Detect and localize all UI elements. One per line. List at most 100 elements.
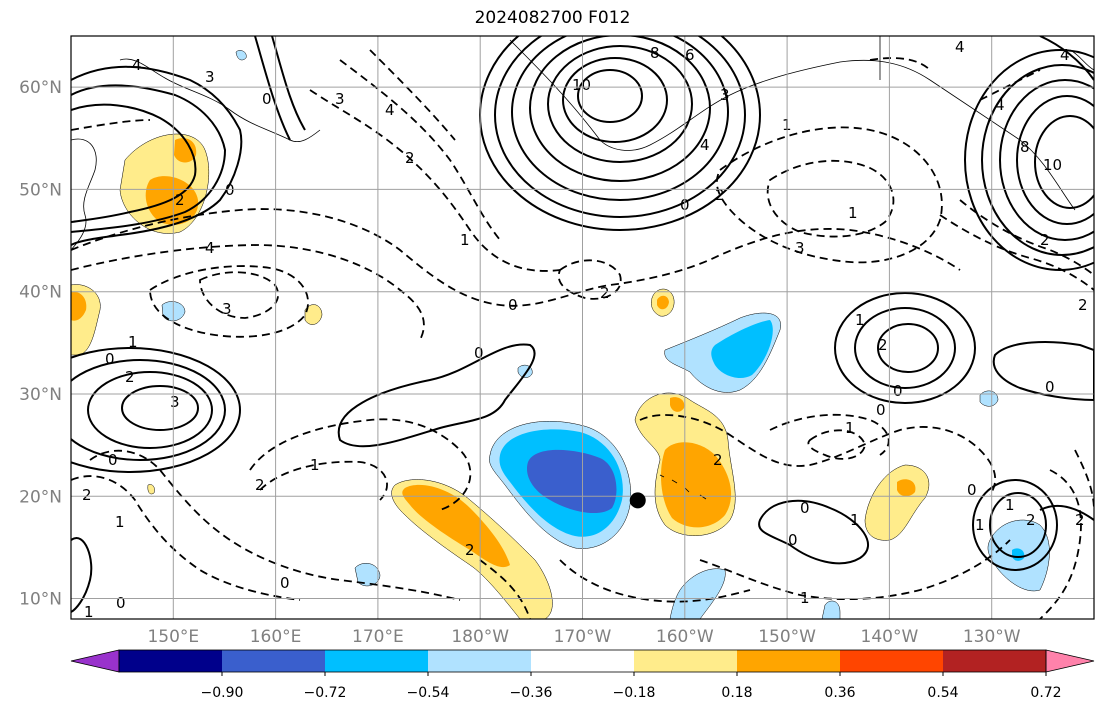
shaded-anomalies <box>71 50 1050 619</box>
colorbar-tick-label: 0.36 <box>824 685 855 701</box>
contour-label: 0 <box>800 499 810 517</box>
colorbar-box <box>222 650 325 672</box>
contour-label: 0 <box>116 594 126 612</box>
contour-label: 3 <box>205 68 215 86</box>
contour-ring <box>972 479 1058 571</box>
contour-label: 1 <box>460 231 470 249</box>
shade-yellow <box>304 304 323 325</box>
contour-negative <box>71 208 961 307</box>
colorbar-box <box>325 650 428 672</box>
contour-negative <box>1039 469 1082 619</box>
contour-label: 2 <box>715 186 725 204</box>
contour-label: 3 <box>335 90 345 108</box>
contour-zero <box>1039 504 1094 521</box>
contour-negative <box>339 59 501 241</box>
contour-negative <box>259 460 388 501</box>
colorbar-tick-label: −0.90 <box>201 685 244 701</box>
shade-blue <box>526 449 617 514</box>
longitude-labels: 150°E 160°E 170°E 180°W 170°W 160°W 150°W 140°W… <box>147 627 1020 647</box>
contour-negative <box>959 199 1094 276</box>
contour-label: 1 <box>975 516 985 534</box>
contour-ring <box>511 36 729 201</box>
contour-label: 0 <box>788 531 798 549</box>
contour-label: 3 <box>720 86 730 104</box>
contour-negative <box>766 159 895 238</box>
plot-border <box>70 35 1095 620</box>
contour-ring <box>834 292 976 404</box>
contour-label: 1 <box>800 589 810 607</box>
contour-negative <box>199 271 280 319</box>
longitude-label: 140°W <box>861 627 919 647</box>
contour-ring <box>71 359 226 461</box>
longitude-label: 170°E <box>352 627 404 647</box>
contour-label: 3 <box>795 239 805 257</box>
contour-label: 2 <box>878 336 888 354</box>
contour-label: 4 <box>132 56 142 74</box>
contour-label: 4 <box>385 101 395 119</box>
contour-ring <box>1034 115 1094 209</box>
contour-label: 0 <box>967 481 977 499</box>
longitude-label: 160°W <box>656 627 714 647</box>
contour-zero <box>71 65 243 246</box>
contour-ring <box>562 57 668 143</box>
contour-label: 2 <box>1078 296 1088 314</box>
colorbar <box>70 649 1095 673</box>
contour-label: 1 <box>850 511 860 529</box>
colorbar-box <box>737 650 840 672</box>
contour-label: 2 <box>175 191 185 209</box>
colorbar-tick-label: 0.18 <box>721 685 752 701</box>
contour-label: 0 <box>508 296 518 314</box>
longitude-label: 160°E <box>250 627 302 647</box>
contour-negative <box>639 414 997 496</box>
contour-label: 4 <box>955 38 965 56</box>
contour-label: 10 <box>572 76 591 94</box>
contour-negative <box>89 449 461 601</box>
contour-negative <box>149 265 309 338</box>
contour-label: 0 <box>225 181 235 199</box>
contour-ring <box>854 307 956 389</box>
longitude-label: 170°W <box>554 627 612 647</box>
contour-ring <box>71 347 241 473</box>
contour-ring <box>529 36 711 182</box>
colorbar-tick-label: −0.54 <box>407 685 450 701</box>
latitude-label: 10°N <box>19 590 62 610</box>
contour-label: 6 <box>685 46 695 64</box>
contour-label: 2 <box>125 368 135 386</box>
contour-negative <box>807 429 866 460</box>
contour-negative <box>557 259 622 300</box>
longitude-label: 150°W <box>758 627 816 647</box>
contour-label: 4 <box>205 239 215 257</box>
longitude-label: 180°W <box>451 627 509 647</box>
colorbar-tick-label: −0.36 <box>510 685 553 701</box>
contour-label: 1 <box>845 419 855 437</box>
contour-zero <box>71 103 197 223</box>
contour-label: 0 <box>108 451 118 469</box>
colorbar-box <box>119 650 222 672</box>
contour-negative <box>309 89 561 272</box>
contour-label: 10 <box>1043 156 1062 174</box>
colorbar-tick-label: 0.72 <box>1030 685 1061 701</box>
contour-negative <box>715 126 943 264</box>
colorbar-tick-labels: −0.90 −0.72 −0.54 −0.36 −0.18 0.18 0.36 0.54 0.7… <box>201 672 1062 701</box>
shade-lightblue <box>235 50 247 61</box>
latitude-label: 20°N <box>19 487 62 507</box>
contour-negative <box>769 413 890 456</box>
shade-lightblue <box>354 563 381 587</box>
contour-label: 0 <box>1045 378 1055 396</box>
contour-label: 4 <box>700 136 710 154</box>
contour-negative <box>71 244 425 341</box>
contour-zero <box>758 499 870 565</box>
contour-ring <box>981 64 1094 256</box>
colorbar-extend-left <box>70 649 120 673</box>
chart-title: 2024082700 F012 <box>474 8 631 28</box>
location-marker <box>629 492 646 509</box>
contour-label: 4 <box>995 96 1005 114</box>
shade-orange <box>71 291 87 321</box>
contour-ring <box>547 45 693 163</box>
contour-label: 1 <box>128 333 138 351</box>
contour-label: 2 <box>255 476 265 494</box>
contour-label: 2 <box>600 284 610 302</box>
shade-orange <box>670 397 685 412</box>
coastline <box>71 138 97 251</box>
